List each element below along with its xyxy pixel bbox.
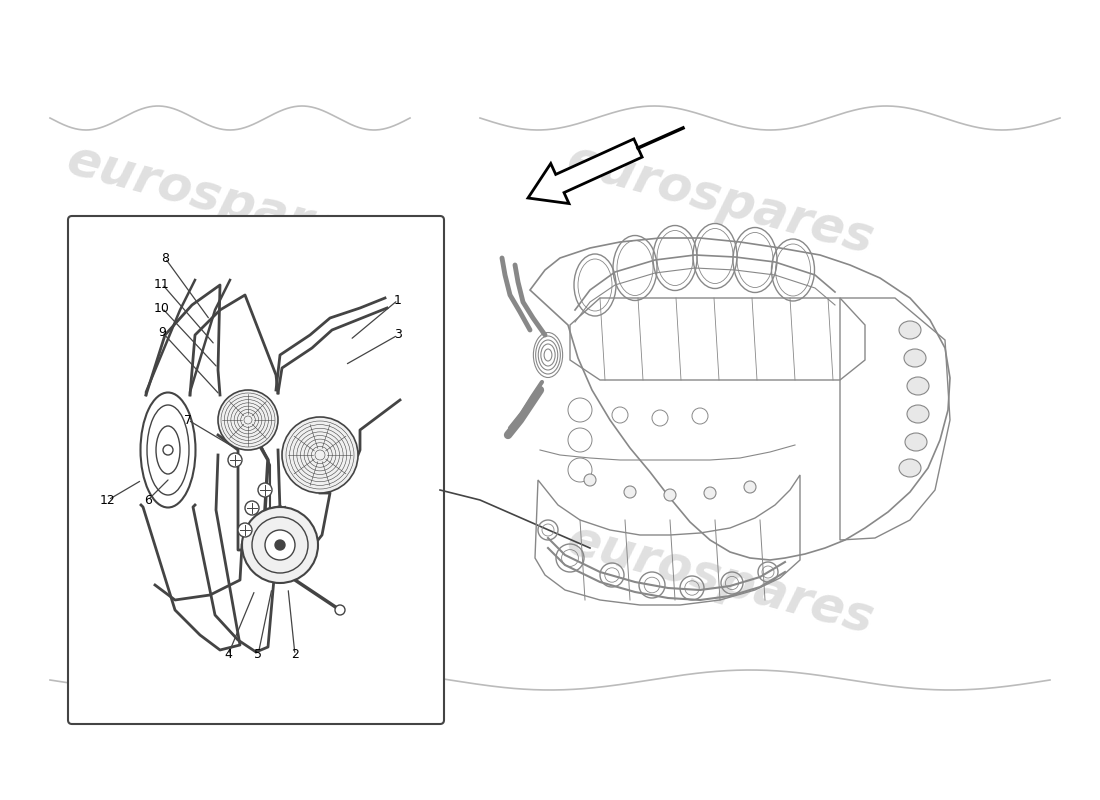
Circle shape	[163, 445, 173, 455]
Text: 6: 6	[144, 494, 152, 506]
FancyBboxPatch shape	[68, 216, 444, 724]
Ellipse shape	[908, 377, 930, 395]
Text: eurospares: eurospares	[62, 516, 378, 644]
Text: 12: 12	[100, 494, 116, 506]
Circle shape	[624, 486, 636, 498]
Circle shape	[584, 474, 596, 486]
Circle shape	[228, 453, 242, 467]
Circle shape	[218, 390, 278, 450]
Text: 7: 7	[184, 414, 192, 426]
Ellipse shape	[899, 321, 921, 339]
Ellipse shape	[904, 349, 926, 367]
Ellipse shape	[899, 459, 921, 477]
Ellipse shape	[908, 405, 930, 423]
Text: 9: 9	[158, 326, 166, 338]
Circle shape	[664, 489, 676, 501]
Circle shape	[704, 487, 716, 499]
Text: eurospares: eurospares	[561, 516, 879, 644]
Circle shape	[336, 605, 345, 615]
Text: eurospares: eurospares	[62, 136, 378, 264]
Polygon shape	[528, 139, 642, 203]
Text: 4: 4	[224, 649, 232, 662]
Text: 5: 5	[254, 649, 262, 662]
Text: 1: 1	[394, 294, 402, 306]
Text: 2: 2	[292, 649, 299, 662]
Text: eurospares: eurospares	[561, 136, 879, 264]
Ellipse shape	[905, 433, 927, 451]
Circle shape	[282, 417, 358, 493]
Text: 8: 8	[161, 251, 169, 265]
Text: 10: 10	[154, 302, 169, 314]
Circle shape	[265, 530, 295, 560]
Text: 3: 3	[394, 329, 402, 342]
Circle shape	[238, 523, 252, 537]
Circle shape	[245, 501, 258, 515]
Circle shape	[275, 540, 285, 550]
Circle shape	[744, 481, 756, 493]
Text: 11: 11	[154, 278, 169, 290]
Circle shape	[258, 483, 272, 497]
Circle shape	[242, 507, 318, 583]
